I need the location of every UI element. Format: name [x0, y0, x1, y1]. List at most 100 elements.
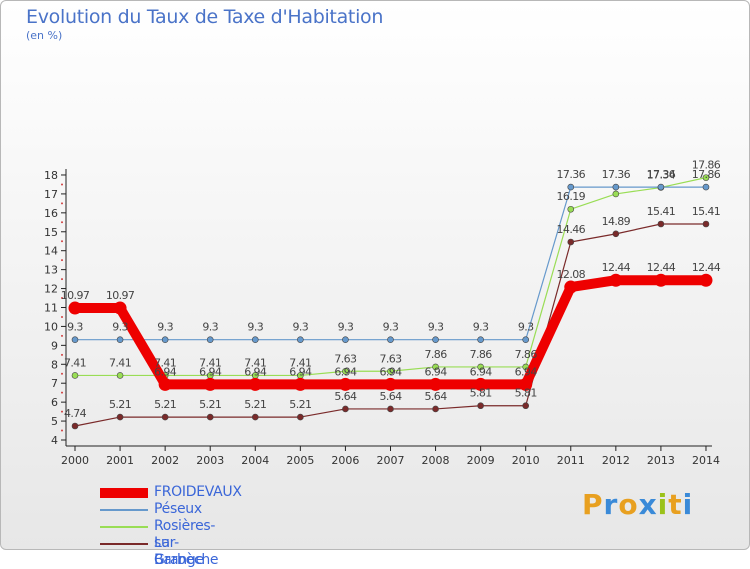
data-label: 14.46	[557, 223, 586, 236]
data-label: 9.3	[157, 321, 173, 334]
data-point	[477, 336, 484, 343]
data-point	[612, 190, 620, 198]
data-label: 5.81	[470, 387, 492, 400]
axes: 4 5 6 7 8 9 10 11 12 13 14 15 16 17 18 2000 2001 2002 2003…	[44, 168, 720, 467]
y-minor-tick	[61, 183, 63, 186]
data-label: 9.3	[67, 321, 83, 334]
proxiti-logo: Proxiti	[582, 488, 693, 521]
y-minor-tick	[61, 353, 63, 356]
data-label: 9.3	[383, 321, 399, 334]
legend-label: FROIDEVAUX	[154, 484, 242, 500]
data-label: 17.86	[692, 159, 721, 172]
data-point	[567, 183, 575, 191]
x-tick-label: 2005	[286, 454, 314, 467]
logo-letter: P	[582, 488, 604, 521]
data-label: 7.86	[470, 348, 493, 361]
legend-swatch	[100, 509, 148, 511]
y-tick-label: 9	[51, 339, 58, 352]
data-label: 7.63	[334, 352, 357, 365]
data-point	[429, 377, 443, 391]
data-point	[71, 422, 79, 430]
data-point	[609, 273, 623, 287]
data-point	[702, 220, 710, 228]
data-point	[612, 183, 620, 191]
data-label: 17.86	[692, 168, 721, 181]
y-tick-label: 14	[44, 245, 58, 258]
legend-label: La Grange	[154, 535, 204, 568]
y-tick-label: 8	[51, 358, 58, 371]
data-label: 17.36	[557, 168, 586, 181]
data-label: 12.44	[647, 261, 676, 274]
data-label: 4.74	[64, 407, 87, 420]
data-point	[203, 377, 217, 391]
data-label: 7.86	[425, 348, 448, 361]
data-point	[161, 336, 169, 343]
data-point	[519, 377, 533, 391]
y-minor-tick	[61, 297, 63, 300]
data-label: 5.21	[244, 398, 266, 411]
data-label: 14.89	[602, 215, 631, 228]
data-label: 7.41	[154, 356, 176, 369]
data-point	[116, 413, 124, 421]
data-point	[71, 372, 79, 379]
data-point	[293, 377, 307, 391]
data-point	[432, 363, 439, 371]
data-label: 6.94	[199, 365, 222, 378]
data-label: 15.41	[692, 205, 721, 218]
y-tick-label: 11	[44, 301, 58, 314]
data-point	[297, 413, 304, 421]
x-tick-label: 2000	[61, 454, 89, 467]
legend-label: Péseux	[154, 501, 202, 517]
data-label: 17.36	[602, 168, 631, 181]
data-label: 6.94	[470, 365, 493, 378]
data-point	[116, 336, 124, 343]
logo-letter: i	[657, 488, 669, 521]
data-point	[342, 336, 349, 343]
y-tick-label: 13	[44, 264, 58, 277]
x-tick-label: 2014	[692, 454, 720, 467]
data-label: 7.41	[289, 356, 311, 369]
data-label: 5.64	[379, 390, 402, 403]
data-point	[113, 301, 127, 315]
data-label: 12.08	[557, 268, 586, 281]
data-label: 5.21	[199, 398, 221, 411]
x-tick-label: 2008	[422, 454, 450, 467]
logo-letter: i	[682, 488, 694, 521]
y-minor-tick	[61, 240, 63, 243]
x-tick-label: 2003	[196, 454, 224, 467]
data-label: 17.36	[647, 168, 676, 181]
data-label: 6.94	[244, 365, 267, 378]
series-layer	[68, 174, 713, 430]
data-point	[387, 367, 394, 375]
data-point	[251, 336, 259, 343]
y-minor-tick	[61, 391, 63, 394]
data-point	[206, 413, 214, 421]
y-tick-label: 15	[44, 226, 58, 239]
data-point	[342, 367, 349, 375]
data-label: 9.3	[112, 321, 128, 334]
data-point	[206, 336, 214, 343]
y-minor-tick	[61, 334, 63, 337]
data-point	[522, 402, 530, 410]
y-minor-tick	[61, 372, 63, 375]
x-tick-label: 2007	[376, 454, 404, 467]
data-point	[71, 336, 79, 343]
data-label: 5.81	[515, 387, 537, 400]
data-label: 12.44	[602, 261, 631, 274]
data-label: 9.3	[292, 321, 308, 334]
legend-swatch	[100, 526, 148, 528]
y-tick-label: 17	[44, 188, 58, 201]
data-label: 6.94	[379, 365, 402, 378]
data-point	[161, 413, 169, 421]
y-minor-tick	[61, 315, 63, 318]
data-label: 9.3	[247, 321, 263, 334]
chart-frame	[0, 0, 750, 550]
y-minor-tick	[61, 259, 63, 262]
logo-letter: o	[618, 488, 639, 521]
y-minor-tick	[61, 410, 63, 413]
data-label: 10.97	[106, 289, 135, 302]
data-label: 5.21	[289, 398, 311, 411]
data-label: 7.41	[244, 356, 266, 369]
legend-swatch	[100, 488, 148, 498]
data-point	[68, 301, 82, 315]
